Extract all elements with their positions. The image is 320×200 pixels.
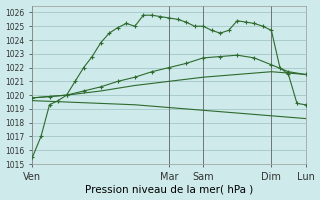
X-axis label: Pression niveau de la mer( hPa ): Pression niveau de la mer( hPa ) — [85, 184, 253, 194]
